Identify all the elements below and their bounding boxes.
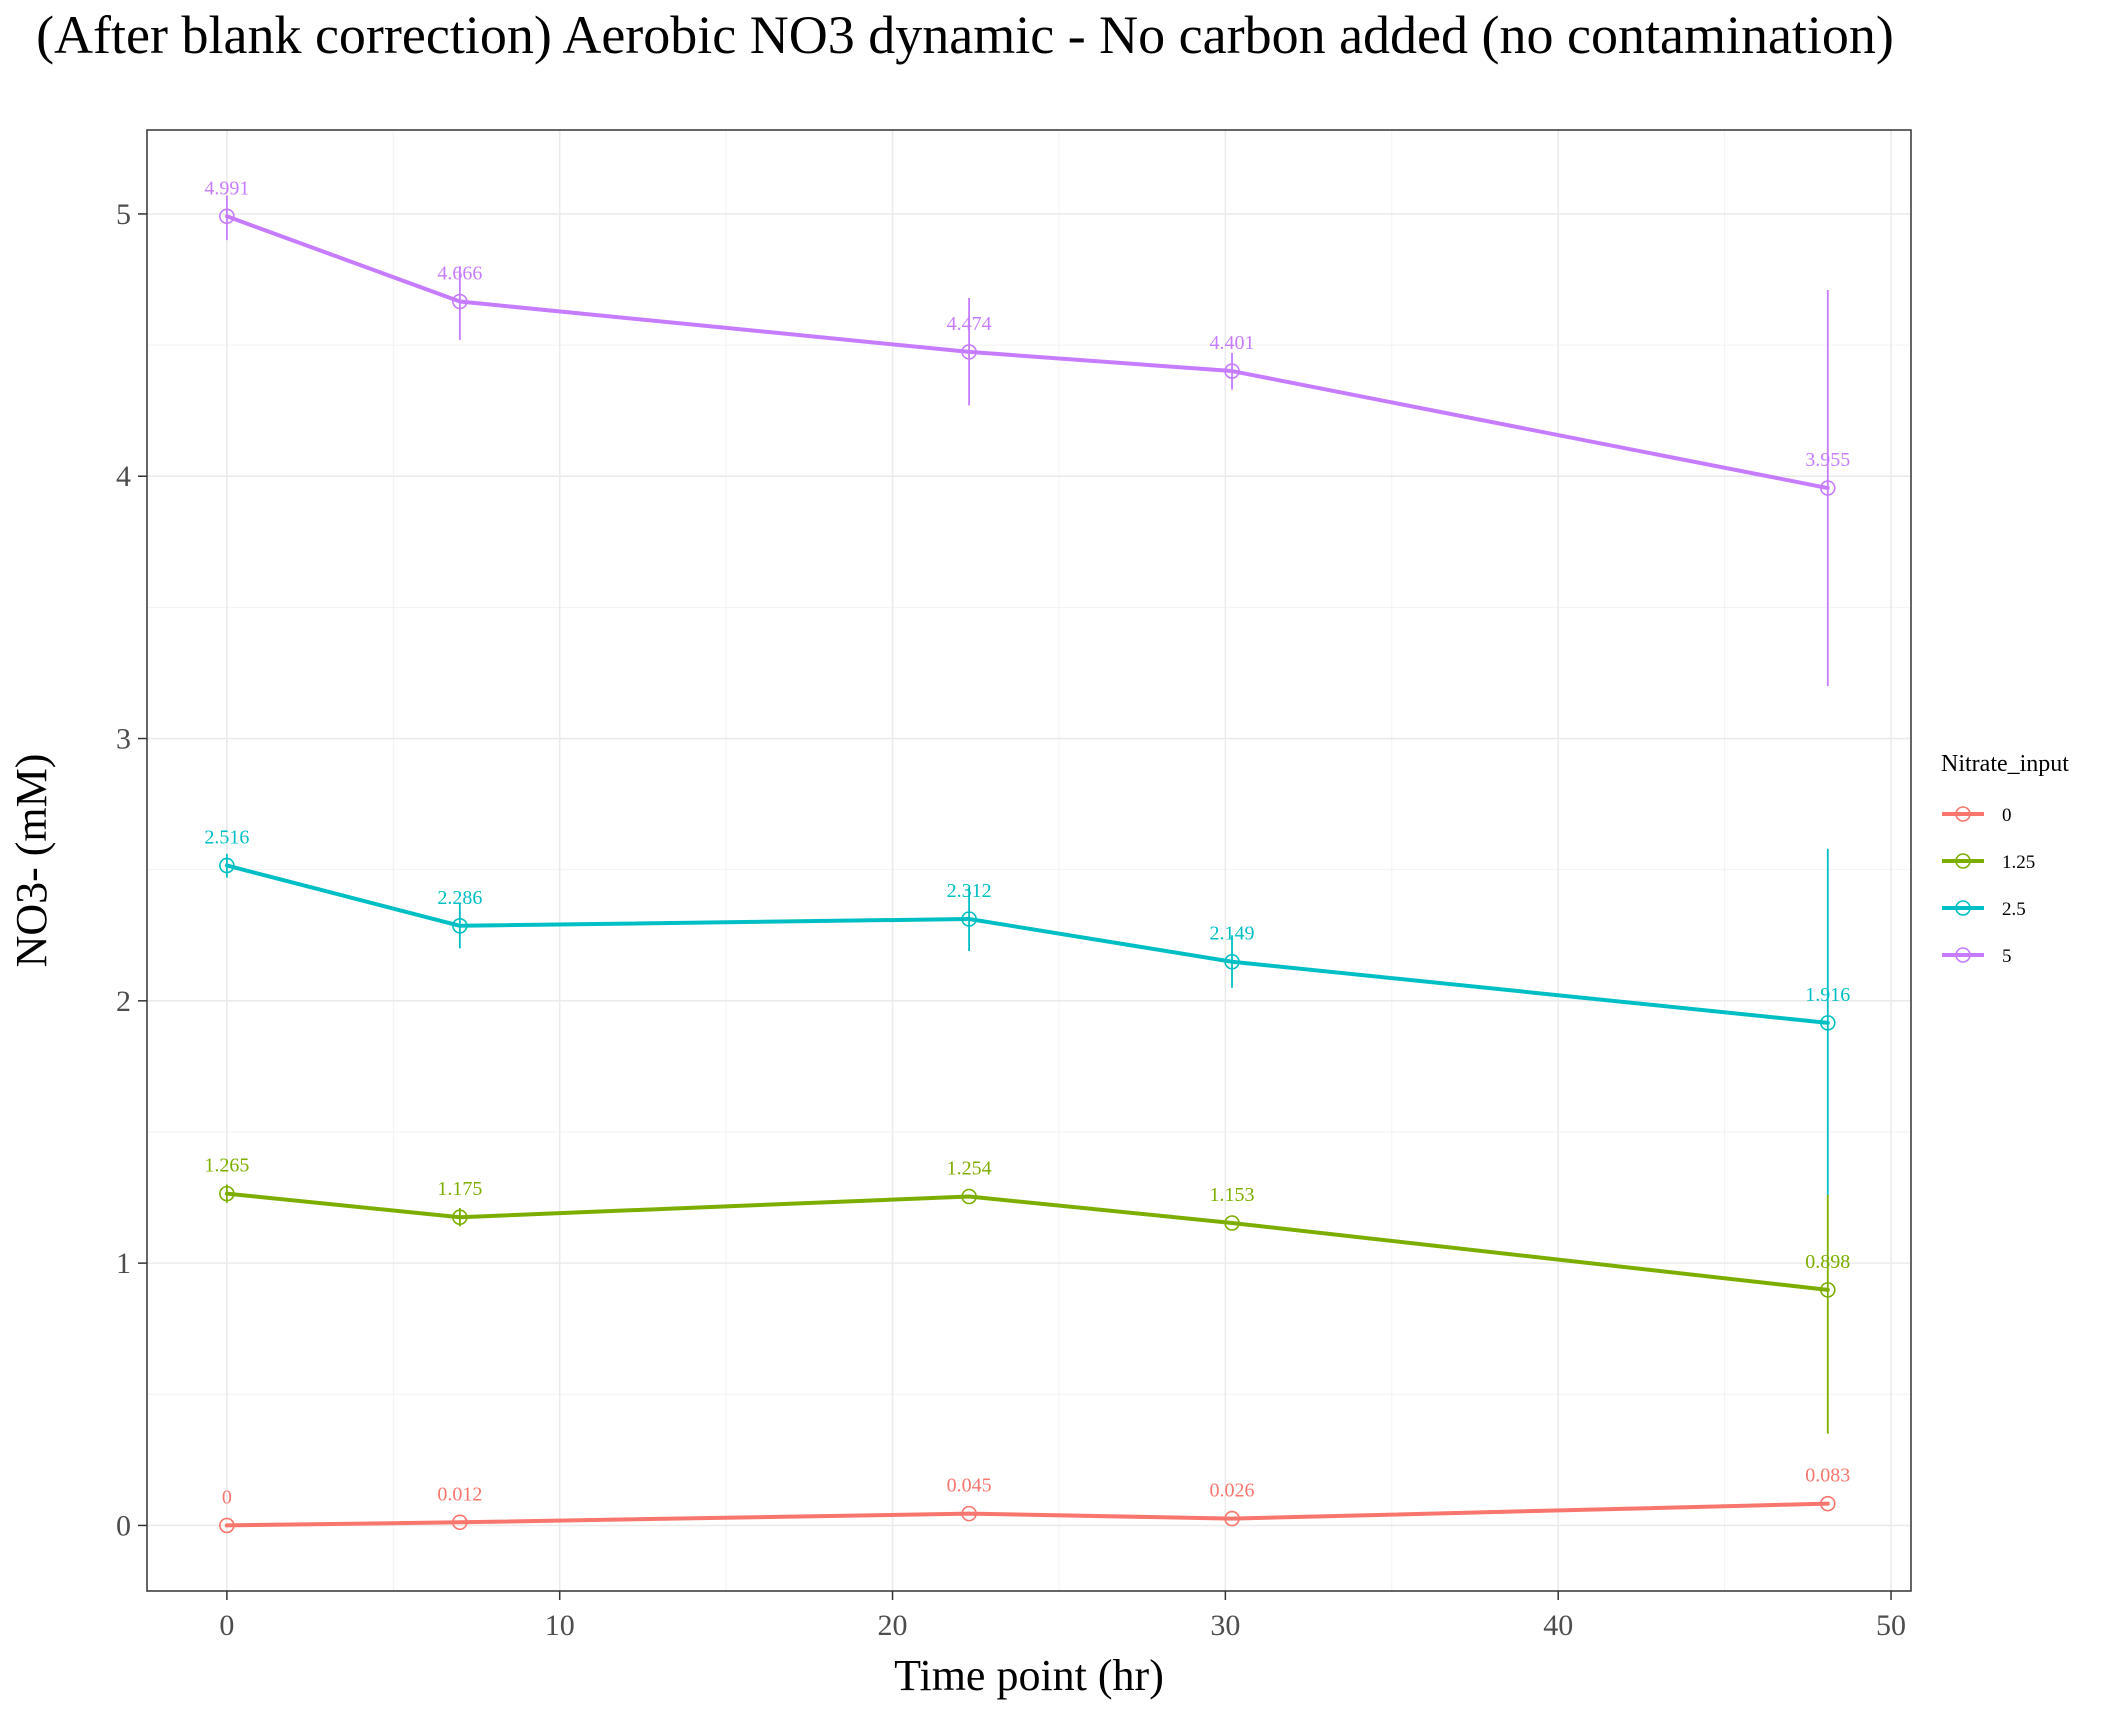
data-label: 0 [222, 1486, 232, 1508]
data-label: 4.474 [947, 313, 992, 335]
series-2.5: 2.516 2.286 2.312 2.149 1.916 [204, 826, 1850, 1195]
x-tick-label: 10 [545, 1609, 575, 1642]
series-line [224, 863, 1830, 1025]
legend-item: 0 [1942, 805, 2012, 826]
legend-item: 1.25 [1942, 852, 2035, 873]
legend-key-point [1955, 853, 1971, 869]
data-point [1819, 1015, 1836, 1031]
data-point [219, 857, 235, 874]
data-label: 1.153 [1210, 1184, 1255, 1206]
data-point [452, 293, 468, 310]
data-label: 0.012 [437, 1483, 482, 1505]
data-label: 4.991 [204, 177, 249, 199]
y-tick-label: 1 [116, 1247, 131, 1280]
legend-key-point [1955, 900, 1971, 916]
legend-key-point [1955, 806, 1971, 822]
x-tick-label: 50 [1876, 1609, 1906, 1642]
y-tick-label: 3 [116, 723, 131, 756]
series-5: 4.991 4.666 4.474 4.401 3.955 [204, 177, 1850, 687]
legend-label: 1.25 [2002, 852, 2035, 873]
x-axis-title: Time point (hr) [894, 1651, 1164, 1700]
data-point [1224, 953, 1240, 970]
series-0: 0 0.012 0.045 0.026 0.083 [219, 1465, 1850, 1534]
y-tick-label: 5 [116, 198, 131, 231]
axis-layer: 0 10 20 30 40 50 0 1 2 3 4 5 [116, 198, 1906, 1642]
legend-label: 5 [2002, 946, 2012, 967]
data-label: 0.083 [1805, 1465, 1850, 1487]
data-point [961, 1505, 977, 1522]
chart-title: (After blank correction) Aerobic NO3 dyn… [36, 5, 1894, 65]
y-axis-title: NO3- (mM) [7, 754, 56, 968]
x-tick-label: 20 [878, 1609, 908, 1642]
data-label: 0.045 [947, 1475, 992, 1497]
legend-label: 2.5 [2002, 899, 2026, 920]
data-point [452, 918, 468, 934]
data-label: 2.149 [1210, 923, 1255, 945]
legend: 0 1.25 2.5 5 [1942, 805, 2035, 967]
data-point [219, 1185, 235, 1202]
data-point [1819, 480, 1836, 496]
data-label: 4.666 [437, 263, 482, 285]
data-point [452, 1514, 468, 1531]
data-point [961, 1188, 977, 1205]
data-point [1224, 363, 1240, 379]
legend-label: 0 [2002, 805, 2012, 826]
data-point [1819, 1495, 1836, 1512]
legend-item: 2.5 [1942, 899, 2026, 920]
x-tick-label: 30 [1210, 1609, 1240, 1642]
data-point [219, 208, 235, 225]
y-tick-label: 2 [116, 985, 131, 1018]
data-point [961, 911, 977, 927]
legend-item: 5 [1942, 946, 2012, 967]
data-point [1819, 1282, 1836, 1298]
grid-layer [147, 130, 1911, 1591]
data-label: 2.312 [947, 880, 992, 902]
data-point [961, 344, 977, 360]
data-label: 4.401 [1210, 332, 1255, 354]
x-tick-label: 40 [1543, 1609, 1573, 1642]
data-label: 2.286 [437, 887, 482, 909]
data-label: 2.516 [204, 826, 249, 848]
data-label: 0.026 [1210, 1480, 1255, 1502]
data-point [1224, 1510, 1240, 1527]
y-tick-label: 0 [116, 1509, 131, 1542]
data-label: 1.916 [1805, 984, 1850, 1006]
legend-title: Nitrate_input [1941, 751, 2069, 777]
series-line [224, 1191, 1830, 1292]
series-1.25: 1.265 1.175 1.254 1.153 0.898 [204, 1155, 1850, 1434]
series-layer: 0 0.012 0.045 0.026 0.083 1.265 1.175 1.254 1.15… [204, 177, 1850, 1534]
data-point [1224, 1215, 1240, 1231]
data-label: 1.265 [204, 1155, 249, 1177]
data-point [452, 1209, 468, 1226]
series-line [224, 214, 1830, 491]
legend-key-point [1955, 947, 1971, 963]
plot-panel-border [146, 129, 1912, 1592]
data-label: 3.955 [1805, 449, 1850, 471]
x-tick-label: 0 [219, 1609, 234, 1642]
data-label: 0.898 [1805, 1251, 1850, 1273]
data-label: 1.175 [437, 1178, 482, 1200]
data-point [219, 1517, 235, 1534]
series-line [224, 1501, 1830, 1528]
data-label: 1.254 [947, 1158, 992, 1180]
y-tick-label: 4 [116, 460, 131, 493]
